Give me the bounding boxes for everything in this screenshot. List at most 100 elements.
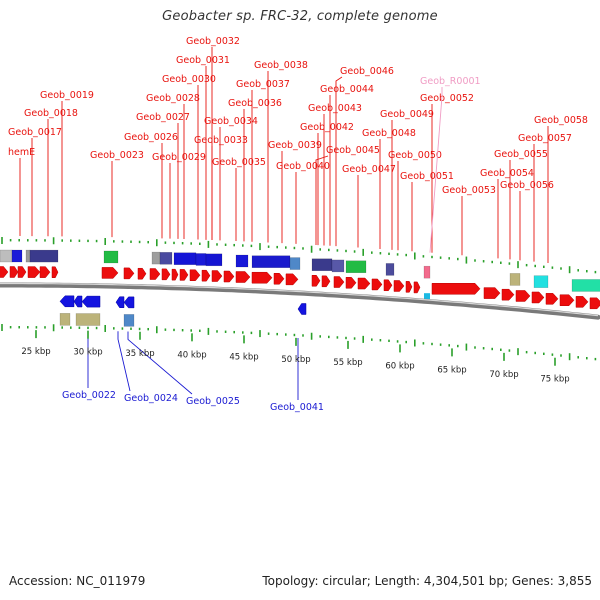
outer-tick bbox=[61, 239, 63, 242]
reverse-strand-genes bbox=[59, 295, 307, 315]
inner-tick bbox=[345, 336, 347, 340]
inner-tick bbox=[138, 327, 141, 331]
inner-tick bbox=[18, 326, 20, 329]
forward-feature-block bbox=[103, 250, 119, 264]
inner-tick bbox=[465, 343, 468, 351]
forward-gene-label: Geob_0048 bbox=[362, 128, 416, 139]
outer-tick bbox=[216, 243, 218, 246]
outer-tick bbox=[508, 262, 511, 265]
rna-gene-callouts: Geob_R0001 bbox=[420, 76, 481, 253]
scale-major-tick bbox=[503, 352, 505, 361]
inner-tick bbox=[52, 324, 55, 332]
inner-tick bbox=[448, 344, 450, 347]
inner-tick bbox=[27, 326, 29, 329]
outer-tick bbox=[164, 241, 167, 244]
forward-gene-arrow bbox=[189, 269, 201, 281]
forward-gene-arrow bbox=[589, 297, 600, 310]
forward-gene-label: Geob_0040 bbox=[276, 161, 330, 172]
inner-tick bbox=[577, 356, 579, 359]
scale-major-tick bbox=[347, 340, 349, 349]
forward-gene-arrow bbox=[201, 269, 211, 282]
inner-tick bbox=[44, 326, 46, 329]
inner-tick bbox=[353, 337, 356, 340]
outer-tick bbox=[276, 245, 278, 249]
forward-feature-block bbox=[509, 273, 521, 286]
inner-tick bbox=[147, 327, 149, 331]
outer-tick bbox=[18, 239, 20, 242]
inner-tick bbox=[35, 326, 38, 329]
scale-major-tick bbox=[295, 337, 297, 346]
outer-tick bbox=[568, 266, 571, 274]
forward-gene-arrow bbox=[333, 276, 345, 288]
outer-tick bbox=[353, 250, 356, 253]
outer-tick bbox=[27, 239, 29, 242]
inner-tick bbox=[594, 357, 597, 361]
inner-tick bbox=[113, 327, 115, 330]
scale-major-tick bbox=[554, 357, 556, 366]
inner-tick bbox=[78, 326, 81, 329]
inner-tick bbox=[70, 326, 72, 329]
inner-tick bbox=[525, 350, 528, 354]
outer-tick bbox=[70, 239, 72, 242]
forward-callout-line bbox=[335, 76, 343, 247]
inner-tick bbox=[293, 333, 296, 337]
inner-tick bbox=[586, 356, 588, 360]
forward-feature-block bbox=[195, 253, 207, 266]
forward-gene-label: Geob_0023 bbox=[90, 150, 144, 161]
reverse-gene-label: Geob_0024 bbox=[124, 393, 178, 404]
inner-tick bbox=[482, 347, 485, 350]
inner-tick bbox=[156, 326, 158, 334]
inner-tick bbox=[336, 336, 339, 339]
inner-tick bbox=[388, 339, 390, 343]
forward-gene-label: Geob_0017 bbox=[8, 127, 62, 138]
outer-tick bbox=[336, 249, 339, 252]
outer-tick bbox=[534, 264, 536, 268]
forward-gene-arrow bbox=[179, 269, 189, 281]
scale-major-tick bbox=[451, 348, 453, 357]
accession-text: Accession: NC_011979 bbox=[9, 574, 146, 588]
forward-gene-arrow bbox=[285, 273, 299, 286]
topology-text: Topology: circular; Length: 4,304,501 bp… bbox=[262, 574, 592, 588]
forward-gene-label: Geob_0037 bbox=[236, 79, 290, 90]
forward-gene-arrow bbox=[273, 273, 285, 285]
scale-major-tick bbox=[191, 333, 193, 342]
forward-gene-arrow bbox=[17, 266, 27, 278]
scale-major-tick bbox=[87, 330, 89, 339]
inner-tick bbox=[431, 342, 433, 346]
reverse-gene-arrow bbox=[115, 296, 125, 308]
outer-tick bbox=[87, 239, 89, 243]
reverse-callout-line bbox=[127, 331, 193, 395]
outer-tick bbox=[396, 253, 399, 256]
outer-tick bbox=[250, 244, 253, 248]
forward-gene-arrow bbox=[9, 266, 19, 278]
forward-gene-callouts: Geob_0032 Geob_0031 Geob_0030 Geob_0038 Geob… bbox=[8, 36, 588, 264]
outer-tick bbox=[586, 269, 588, 273]
outer-tick bbox=[371, 251, 373, 254]
outer-tick bbox=[551, 266, 554, 269]
reverse-gene-arrow bbox=[73, 295, 83, 308]
reverse-gene-arrow bbox=[297, 303, 307, 315]
inner-tick bbox=[474, 346, 476, 349]
outer-tick bbox=[78, 239, 81, 242]
inner-tick bbox=[328, 335, 330, 339]
forward-gene-label: Geob_0049 bbox=[380, 109, 434, 120]
forward-gene-arrow bbox=[531, 291, 545, 304]
forward-gene-arrow bbox=[223, 270, 235, 283]
forward-gene-arrow bbox=[0, 266, 9, 278]
forward-gene-label: Geob_0052 bbox=[420, 93, 474, 104]
forward-gene-arrow bbox=[123, 267, 135, 280]
outer-tick bbox=[439, 256, 442, 259]
forward-gene-arrow bbox=[501, 288, 515, 301]
forward-gene-arrow bbox=[345, 277, 357, 289]
forward-gene-label: Geob_0034 bbox=[204, 116, 258, 127]
forward-gene-arrow bbox=[235, 271, 251, 283]
outer-tick bbox=[95, 239, 98, 243]
scale-label: 75 kbp bbox=[540, 375, 569, 385]
forward-gene-arrow bbox=[149, 268, 161, 280]
inner-tick bbox=[396, 340, 399, 343]
forward-feature-block bbox=[571, 279, 600, 292]
scale-label: 60 kbp bbox=[385, 361, 414, 371]
outer-tick bbox=[181, 242, 184, 245]
outer-tick bbox=[267, 245, 270, 248]
